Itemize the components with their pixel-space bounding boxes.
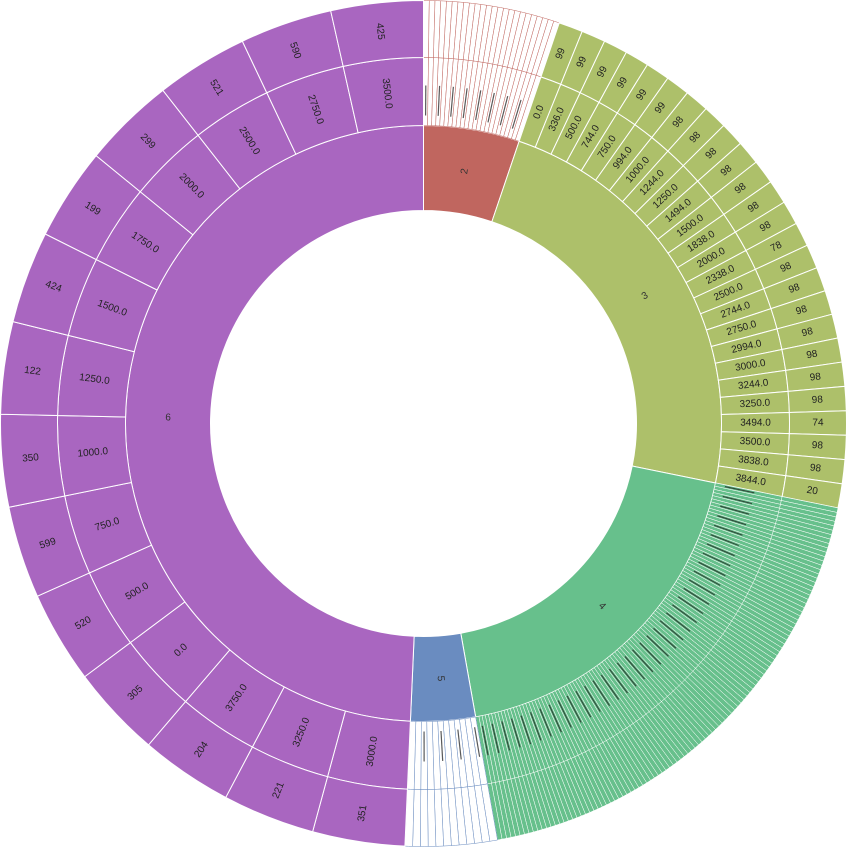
group-4-slice-30-label-clutter <box>688 579 716 596</box>
group-4-slice-81-label-clutter <box>566 695 582 723</box>
group-5-slice-8-outer-segment[interactable] <box>427 789 437 847</box>
group-3-3000-0-label: 3000.0 <box>734 358 766 374</box>
group-2-slice-18-label-clutter <box>499 96 509 126</box>
group-3-3250-0-label: 3250.0 <box>739 397 771 410</box>
group-4-slice-105-label-clutter <box>491 723 500 754</box>
group-3-3844-0-label: 3844.0 <box>735 472 767 488</box>
group-5-slice-0-label-clutter <box>474 727 481 757</box>
group-3-336-0-count-label: 99 <box>575 55 590 70</box>
group-3-500-0-count-label: 99 <box>595 64 610 79</box>
group-6-1000-0-count-label: 350 <box>22 452 40 464</box>
group-2-slice-12-label-clutter <box>475 90 482 121</box>
group-3-label: 3 <box>640 290 651 303</box>
group-6-750-0-count-label: 599 <box>38 536 58 552</box>
group-2-slice-21-label-clutter <box>511 99 522 129</box>
group-4-slice-75-label-clutter <box>584 685 601 712</box>
group-4-slice-12-label-clutter <box>714 524 743 536</box>
group-6-3500-0-count-segment[interactable] <box>330 0 424 68</box>
group-4-slice-51-label-clutter <box>646 635 669 657</box>
group-3-2744-0-count-label: 98 <box>787 282 802 296</box>
group-4-slice-21-label-clutter <box>702 552 731 567</box>
group-5-slice-3-label-clutter <box>457 729 462 760</box>
group-3-0-0-count-label: 99 <box>554 46 568 61</box>
group-6-3500-0-label: 3500.0 <box>380 78 394 110</box>
group-3-3500-0-label: 3500.0 <box>739 436 771 449</box>
group-4-slice-63-label-clutter <box>616 662 637 687</box>
group-4-label: 4 <box>596 601 608 613</box>
dense-label-clutter <box>423 85 755 762</box>
group-6-2750-0-count-label: 590 <box>287 41 303 61</box>
group-4-slice-6-label-clutter <box>720 505 750 515</box>
group-4-slice-15-label-clutter <box>710 534 739 547</box>
group-3-2000-0-count-label: 98 <box>758 219 774 234</box>
group-6-3500-0-count-label: 425 <box>374 23 387 41</box>
group-6-3000-0-count-label: 351 <box>356 804 370 823</box>
group-4-slice-3-label-clutter <box>722 495 753 505</box>
group-4-slice-90-label-clutter <box>539 708 552 737</box>
group-4-slice-96-label-clutter <box>520 715 532 745</box>
group-6-1250-0-label: 1250.0 <box>79 372 111 387</box>
group-4-slice-72-label-clutter <box>592 680 611 707</box>
group-3-3844-0-count-label: 20 <box>806 485 819 498</box>
group-4-slice-108-label-clutter <box>481 725 489 756</box>
group-3-3000-0-count-label: 98 <box>806 348 819 361</box>
group-3-2338-0-count-label: 78 <box>769 239 784 254</box>
group-4-slice-87-label-clutter <box>548 704 562 733</box>
group-2-slice-3-label-clutter <box>437 85 441 116</box>
group-4-slice-45-label-clutter <box>659 620 684 641</box>
group-3-3244-0-label: 3244.0 <box>737 377 769 392</box>
group-3-3494-0-count-label: 74 <box>812 417 824 428</box>
group-4-slice-78-label-clutter <box>575 690 592 718</box>
group-4-slice-66-label-clutter <box>608 668 628 694</box>
group-4-slice-93-label-clutter <box>529 712 542 741</box>
group-4-slice-36-label-clutter <box>677 596 704 615</box>
group-5-label: 5 <box>435 675 446 682</box>
group-4-slice-102-label-clutter <box>501 721 511 751</box>
inner-ring: 2 3 4 5 6 <box>124 124 722 723</box>
group-4-slice-18-label-clutter <box>706 543 735 557</box>
group-4-slice-27-label-clutter <box>693 570 721 586</box>
group-4-slice-9-label-clutter <box>717 515 747 526</box>
group-4-slice-57-label-clutter <box>632 649 654 673</box>
group-6-3000-0-label: 3000.0 <box>365 735 381 767</box>
group-4-slice-48-label-clutter <box>653 627 677 649</box>
group-4-slice-54-label-clutter <box>639 642 662 665</box>
group-4-slice-24-label-clutter <box>698 561 726 577</box>
group-3-3838-0-count-label: 98 <box>809 462 822 474</box>
group-2-label: 2 <box>459 167 471 175</box>
group-3-2750-0-count-label: 98 <box>795 304 809 318</box>
group-2-slice-6-label-clutter <box>450 86 454 117</box>
group-3-3494-0-label: 3494.0 <box>740 418 771 429</box>
group-5-slice-6-label-clutter <box>440 730 444 761</box>
group-4-slice-99-label-clutter <box>510 718 521 748</box>
group-4-slice-84-label-clutter <box>557 700 572 728</box>
group-4-slice-39-label-clutter <box>672 604 698 624</box>
group-3-3250-0-count-label: 98 <box>811 394 823 406</box>
group-4-slice-69-label-clutter <box>600 674 620 700</box>
group-4-slice-33-label-clutter <box>683 587 710 605</box>
group-6-label: 6 <box>165 412 171 423</box>
group-3-3500-0-count-label: 98 <box>812 440 824 452</box>
group-4-slice-0-label-clutter <box>724 486 755 494</box>
group-4-slice-60-label-clutter <box>624 656 646 680</box>
group-3-0-0-label: 0.0 <box>532 103 547 120</box>
group-5-slice-9-outer-segment[interactable] <box>420 789 429 847</box>
group-3-2500-0-count-label: 98 <box>779 260 794 275</box>
group-2-slice-15-label-clutter <box>487 92 495 123</box>
group-4-slice-42-label-clutter <box>666 612 691 632</box>
group-3-3838-0-label: 3838.0 <box>738 454 770 468</box>
group-6-1000-0-label: 1000.0 <box>77 446 109 460</box>
group-2-slice-9-label-clutter <box>462 88 468 119</box>
group-3-2994-0-count-label: 98 <box>801 326 815 339</box>
group-6-1250-0-count-label: 122 <box>23 365 41 378</box>
group-3-744-0-count-label: 99 <box>615 75 630 91</box>
group-3-3244-0-count-label: 98 <box>809 371 822 383</box>
